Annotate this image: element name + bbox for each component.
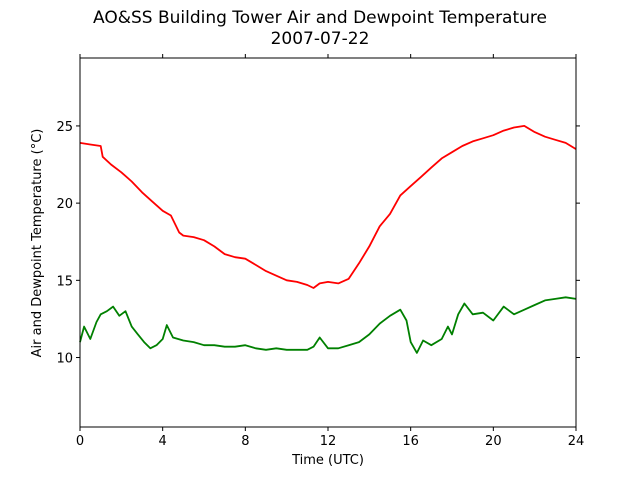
x-axis-ticks: 0 4 8 12 16 20 24 [76,54,584,449]
x-tick-label: 8 [241,434,249,449]
chart-subtitle: 2007-07-22 [270,29,370,49]
x-tick-label: 0 [76,434,84,449]
x-tick-label: 16 [402,434,419,449]
y-axis-ticks: 10 15 20 25 [56,120,580,367]
x-tick-label: 4 [159,434,167,449]
y-tick-label: 20 [56,197,73,212]
x-tick-label: 24 [568,434,585,449]
x-axis-label: Time (UTC) [292,453,364,468]
series-layer [79,125,577,354]
plot-frame [79,57,577,428]
series-line-1 [79,125,577,289]
y-tick-label: 15 [56,274,73,289]
x-tick-label: 12 [320,434,337,449]
y-axis-label: Air and Dewpoint Temperature (°C) [30,128,45,358]
x-tick-label: 20 [485,434,502,449]
chart-title: AO&SS Building Tower Air and Dewpoint Te… [92,8,547,28]
y-tick-label: 25 [56,120,73,135]
series-line-2 [79,296,577,354]
y-tick-label: 10 [56,352,73,367]
